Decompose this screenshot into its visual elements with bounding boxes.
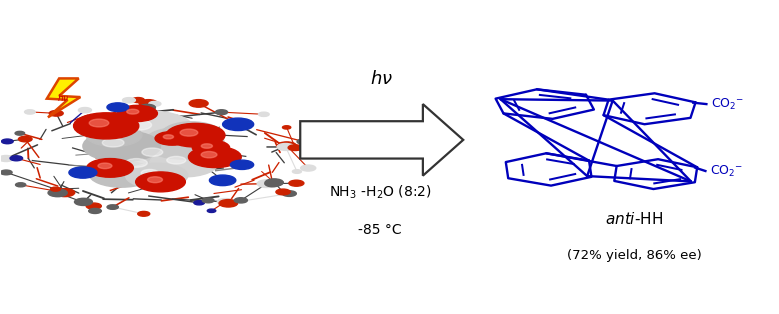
Circle shape (19, 136, 32, 142)
Circle shape (123, 140, 198, 171)
Circle shape (132, 98, 144, 103)
Circle shape (277, 143, 294, 150)
Circle shape (126, 120, 152, 130)
Circle shape (139, 100, 157, 107)
Circle shape (301, 165, 315, 171)
Circle shape (49, 111, 63, 116)
Circle shape (292, 170, 301, 173)
Text: CO$_2$$^{-}$: CO$_2$$^{-}$ (711, 96, 744, 112)
Circle shape (277, 142, 297, 150)
Circle shape (122, 98, 136, 103)
Circle shape (2, 139, 13, 144)
Circle shape (164, 135, 186, 144)
Circle shape (86, 203, 101, 209)
Circle shape (79, 107, 91, 113)
Circle shape (55, 189, 75, 197)
Circle shape (164, 135, 174, 139)
Circle shape (201, 151, 217, 158)
Circle shape (201, 144, 213, 148)
Circle shape (289, 180, 304, 186)
Circle shape (90, 119, 109, 127)
Text: CO$_2$$^{-}$: CO$_2$$^{-}$ (710, 164, 743, 179)
Text: $h\nu$: $h\nu$ (370, 70, 393, 88)
Circle shape (150, 149, 218, 177)
Circle shape (83, 131, 160, 162)
Circle shape (192, 140, 230, 155)
Circle shape (257, 180, 276, 187)
Circle shape (194, 201, 204, 205)
Circle shape (105, 168, 124, 175)
Circle shape (139, 104, 156, 111)
Circle shape (136, 172, 185, 192)
Circle shape (167, 156, 186, 164)
Circle shape (207, 209, 216, 213)
Circle shape (69, 167, 97, 178)
Circle shape (125, 163, 188, 188)
Text: $\it{anti}$-HH: $\it{anti}$-HH (605, 211, 663, 227)
Circle shape (141, 170, 158, 176)
Circle shape (313, 131, 327, 136)
Circle shape (219, 200, 238, 207)
Circle shape (75, 198, 93, 205)
Circle shape (234, 198, 248, 203)
Circle shape (51, 187, 61, 191)
Circle shape (0, 155, 14, 161)
Circle shape (48, 189, 67, 197)
Circle shape (107, 205, 118, 209)
Circle shape (162, 122, 221, 145)
Circle shape (217, 198, 234, 205)
Circle shape (143, 127, 224, 159)
Circle shape (100, 130, 115, 136)
Circle shape (177, 128, 193, 134)
Circle shape (223, 118, 254, 131)
Circle shape (107, 103, 129, 111)
Circle shape (189, 100, 208, 107)
Circle shape (265, 181, 280, 187)
Circle shape (166, 123, 225, 147)
Circle shape (73, 113, 139, 139)
Circle shape (297, 139, 311, 144)
Circle shape (86, 159, 133, 177)
Circle shape (117, 105, 157, 122)
Circle shape (180, 129, 198, 136)
Circle shape (127, 109, 139, 114)
Text: $h\nu$: $h\nu$ (58, 92, 70, 103)
Circle shape (155, 132, 189, 145)
Circle shape (138, 211, 150, 216)
Circle shape (25, 110, 35, 114)
Text: (72% yield, 86% ee): (72% yield, 86% ee) (566, 249, 701, 262)
Circle shape (98, 163, 112, 169)
Circle shape (89, 161, 154, 187)
Circle shape (231, 160, 254, 170)
Circle shape (265, 179, 284, 186)
Circle shape (147, 177, 163, 183)
Circle shape (210, 175, 236, 186)
Circle shape (125, 159, 147, 167)
Circle shape (189, 146, 241, 168)
Polygon shape (47, 78, 80, 117)
Circle shape (16, 183, 26, 187)
Circle shape (276, 189, 291, 195)
Polygon shape (300, 104, 464, 176)
Circle shape (143, 108, 153, 112)
Circle shape (86, 124, 142, 146)
Circle shape (149, 101, 161, 106)
Circle shape (0, 170, 12, 175)
Circle shape (102, 138, 124, 147)
Circle shape (203, 198, 214, 203)
Circle shape (259, 112, 270, 116)
Circle shape (106, 151, 184, 182)
Circle shape (10, 156, 23, 161)
Circle shape (89, 208, 101, 214)
Text: -85 °C: -85 °C (358, 223, 402, 237)
Circle shape (288, 145, 302, 150)
Circle shape (283, 126, 291, 129)
Circle shape (15, 131, 25, 135)
Circle shape (104, 111, 194, 147)
Circle shape (142, 148, 163, 156)
Circle shape (282, 191, 296, 196)
Circle shape (216, 110, 227, 115)
Text: NH$_3$ -H$_2$O (8:2): NH$_3$ -H$_2$O (8:2) (329, 184, 432, 202)
